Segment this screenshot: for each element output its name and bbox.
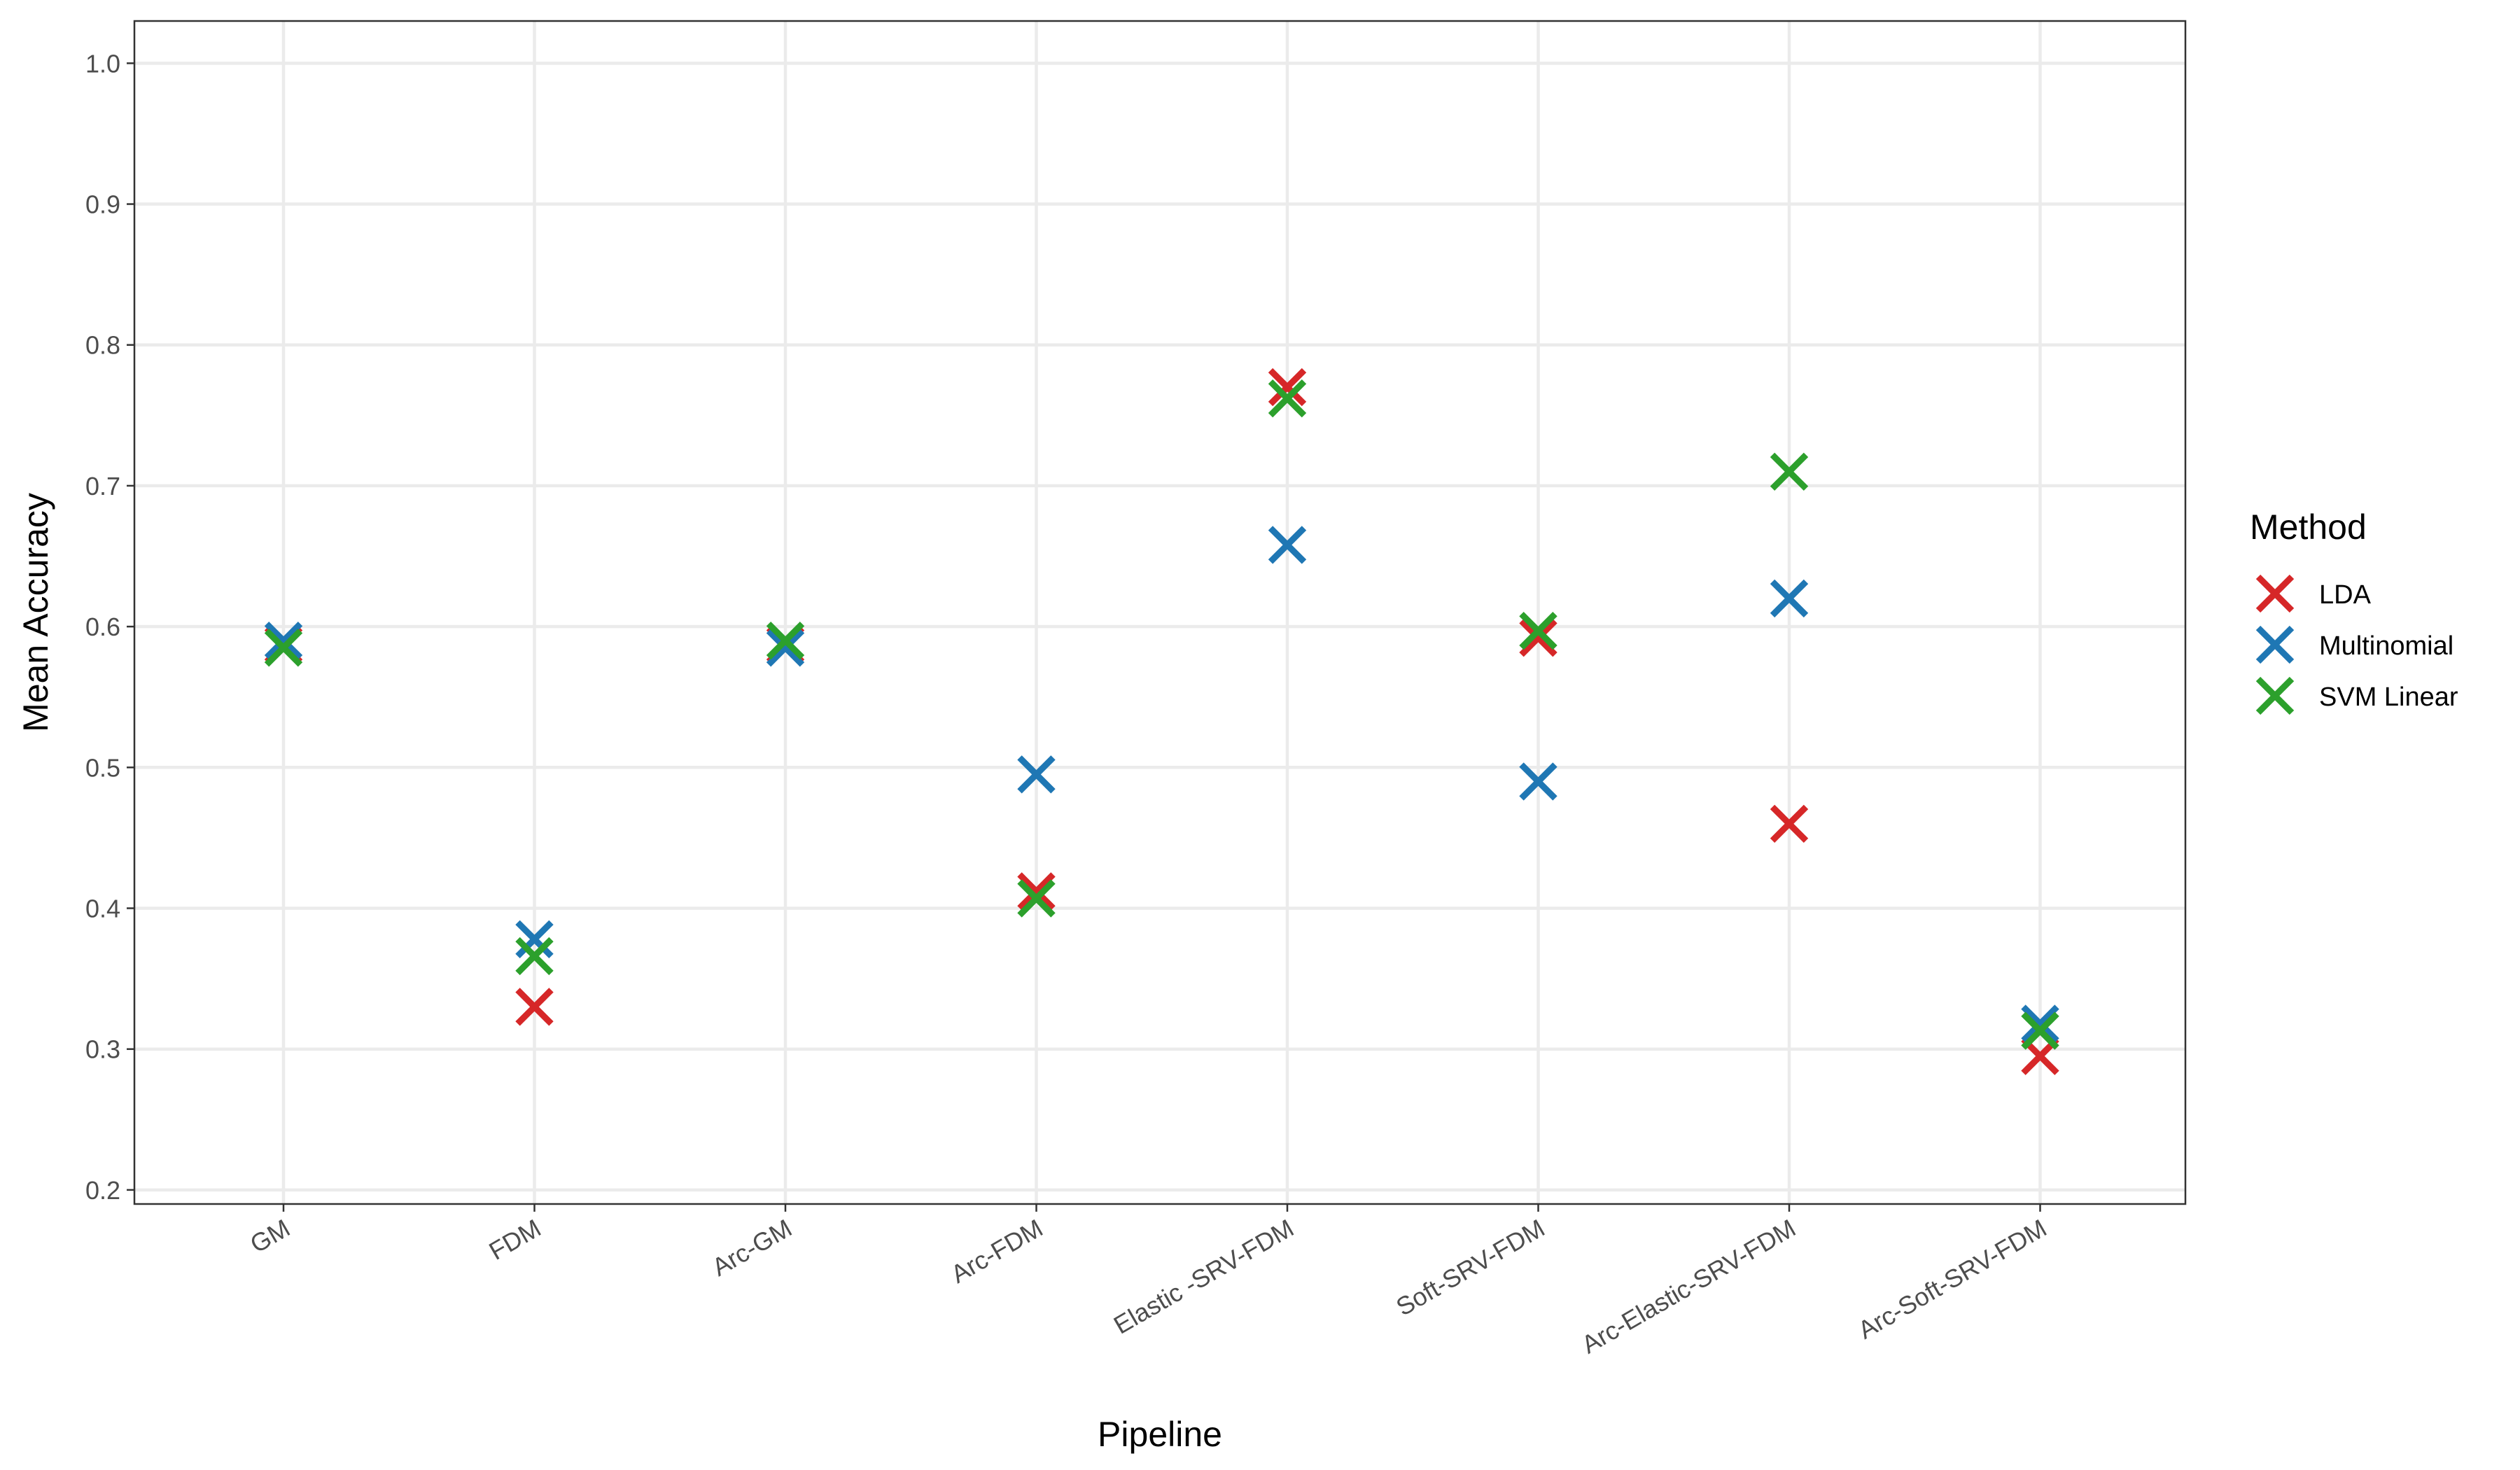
data-points [264,368,2059,1075]
point-svm-linear [2021,1011,2059,1050]
point-multinomial [2021,1004,2059,1043]
point-multinomial [515,920,554,958]
legend-key-multinomial [2255,625,2295,664]
legend-label-lda: LDA [2319,580,2372,610]
x-axis-title: Pipeline [1098,1415,1222,1454]
point-svm-linear [515,937,554,976]
point-svm-linear [1770,452,1809,491]
point-multinomial [264,622,303,660]
point-lda [515,988,554,1026]
y-tick-label: 0.4 [85,895,120,923]
y-tick-label: 1.0 [85,49,120,78]
legend-title: Method [2250,507,2367,547]
grid [134,21,2185,1204]
legend: Method LDA Multinomial SVM Linear [2250,507,2458,715]
point-lda [1770,804,1809,843]
point-lda [1268,368,1307,407]
legend-items: LDA Multinomial SVM Linear [2255,574,2458,715]
point-lda [1017,872,1056,911]
point-multinomial [1268,526,1307,564]
point-lda [1519,619,1558,657]
y-tick-label: 0.3 [85,1035,120,1064]
y-tick-label: 0.8 [85,331,120,360]
y-axis: 0.2 0.3 0.4 0.5 0.6 0.7 0.8 0.9 1.0 [85,49,134,1205]
legend-label-multinomial: Multinomial [2319,631,2454,661]
legend-key-lda [2255,574,2295,613]
plot-panel-border [133,20,2187,1205]
point-multinomial [766,629,805,667]
point-svm-linear [766,622,805,660]
point-multinomial [1017,755,1056,794]
y-tick-label: 0.2 [85,1176,120,1205]
y-tick-label: 0.5 [85,753,120,782]
point-multinomial [1770,579,1809,618]
y-tick-label: 0.6 [85,612,120,641]
legend-label-svm-linear: SVM Linear [2319,682,2458,712]
point-svm-linear [1519,611,1558,650]
point-svm-linear [1017,879,1056,918]
y-tick-label: 0.7 [85,472,120,500]
point-multinomial [1519,762,1558,801]
legend-key-svm-linear [2255,676,2295,715]
point-svm-linear [264,629,303,667]
point-svm-linear [1268,379,1307,418]
y-axis-title: Mean Accuracy [16,493,55,732]
y-tick-label: 0.9 [85,190,120,219]
